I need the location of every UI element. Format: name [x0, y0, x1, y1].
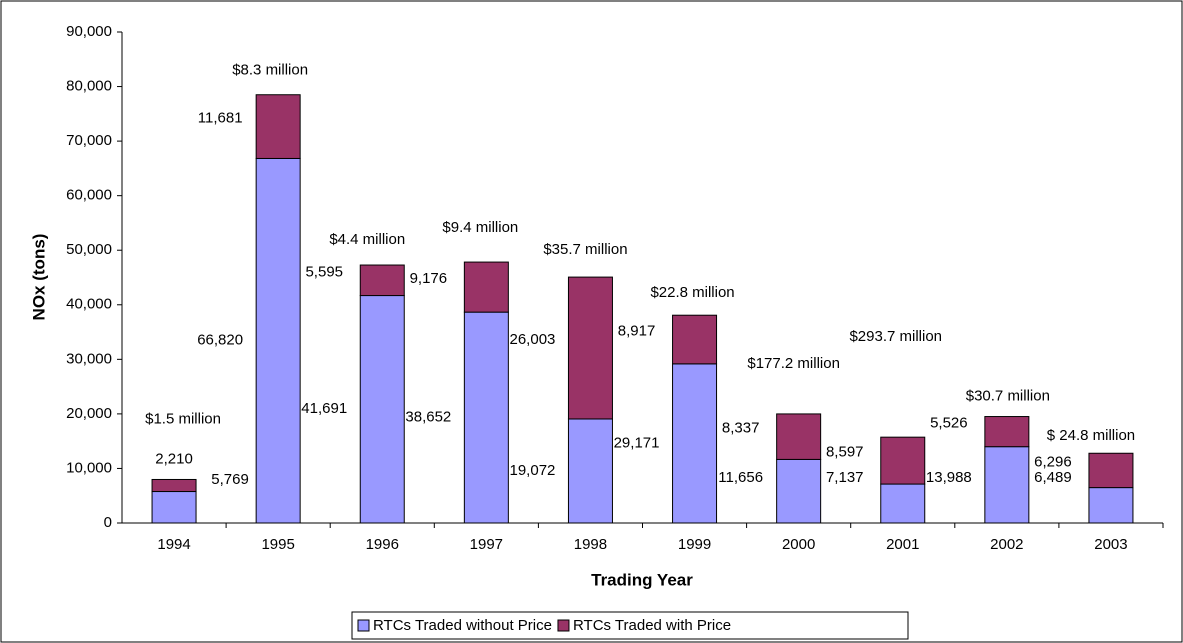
bar-segment	[359, 264, 405, 297]
data-label: 8,917	[618, 323, 656, 340]
x-tick-label: 1996	[366, 536, 399, 553]
legend-swatch	[557, 619, 570, 632]
annotation: $22.8 million	[650, 284, 734, 301]
data-label: 41,691	[301, 400, 347, 417]
annotation: $30.7 million	[966, 388, 1050, 405]
annotation: $293.7 million	[849, 328, 942, 345]
bar-segment	[880, 483, 926, 524]
data-label: 5,595	[305, 263, 343, 280]
annotation: $1.5 million	[145, 410, 221, 427]
x-tick-label: 1998	[574, 536, 607, 553]
bar-segment	[776, 458, 822, 524]
bar-segment	[567, 276, 613, 420]
data-label: 11,656	[718, 469, 763, 486]
data-label: 66,820	[197, 332, 243, 349]
y-tick-label: 20,000	[66, 405, 112, 422]
y-axis-label: NOx (tons)	[29, 234, 48, 321]
bar-segment	[359, 295, 405, 524]
bar-segment	[984, 416, 1030, 448]
bar-segment	[567, 418, 613, 524]
data-label: 8,337	[722, 420, 760, 437]
annotation: $4.4 million	[329, 231, 405, 248]
bar-segment	[463, 311, 509, 524]
data-label: 8,597	[826, 444, 864, 461]
data-label: 13,988	[926, 469, 972, 486]
legend-label: RTCs Traded without Price	[373, 617, 552, 634]
y-tick-label: 30,000	[66, 350, 112, 367]
data-label: 5,526	[930, 415, 968, 432]
data-label: 26,003	[510, 331, 556, 348]
data-label: 19,072	[510, 462, 556, 479]
data-label: 6,489	[1034, 469, 1072, 486]
y-tick-label: 70,000	[66, 132, 112, 149]
x-tick-label: 1994	[157, 536, 190, 553]
y-tick-label: 40,000	[66, 296, 112, 313]
bar-segment	[255, 157, 301, 524]
data-label: 2,210	[155, 450, 193, 467]
bar-segment	[984, 446, 1030, 524]
annotation: $177.2 million	[747, 355, 840, 372]
bar-segment	[151, 491, 197, 524]
bar-segment	[672, 363, 718, 524]
x-tick-label: 1997	[470, 536, 503, 553]
data-label: 38,652	[405, 409, 451, 426]
x-tick-label: 2003	[1094, 536, 1127, 553]
y-tick-label: 10,000	[66, 459, 112, 476]
data-label: 11,681	[198, 110, 243, 127]
bar-segment	[151, 478, 197, 493]
x-tick-label: 1995	[261, 536, 294, 553]
x-tick-label: 2002	[990, 536, 1023, 553]
x-tick-label: 2000	[782, 536, 815, 553]
y-tick-label: 60,000	[66, 187, 112, 204]
bar-segment	[880, 436, 926, 485]
y-tick-label: 90,000	[66, 23, 112, 40]
y-tick-label: 50,000	[66, 241, 112, 258]
annotation: $9.4 million	[442, 219, 518, 236]
annotation: $35.7 million	[543, 241, 627, 258]
data-label: 7,137	[826, 469, 864, 486]
annotation: $ 24.8 million	[1047, 427, 1135, 444]
annotation: $8.3 million	[232, 62, 308, 79]
bar-segment	[1088, 487, 1134, 524]
data-label: 5,769	[211, 471, 249, 488]
data-label: 29,171	[614, 434, 660, 451]
bar-segment	[672, 314, 718, 365]
y-tick-label: 80,000	[66, 78, 112, 95]
bar-segment	[1088, 452, 1134, 489]
legend-swatch	[357, 619, 370, 632]
bar-segment	[255, 94, 301, 159]
legend-box	[351, 611, 909, 640]
legend-label: RTCs Traded with Price	[573, 617, 731, 634]
x-tick-label: 2001	[886, 536, 919, 553]
y-tick-label: 0	[104, 514, 112, 531]
data-label: 9,176	[410, 270, 448, 287]
data-label: 6,296	[1034, 453, 1072, 470]
bar-segment	[776, 413, 822, 460]
bar-segment	[463, 261, 509, 313]
x-tick-label: 1999	[678, 536, 711, 553]
x-axis-label: Trading Year	[591, 570, 693, 589]
